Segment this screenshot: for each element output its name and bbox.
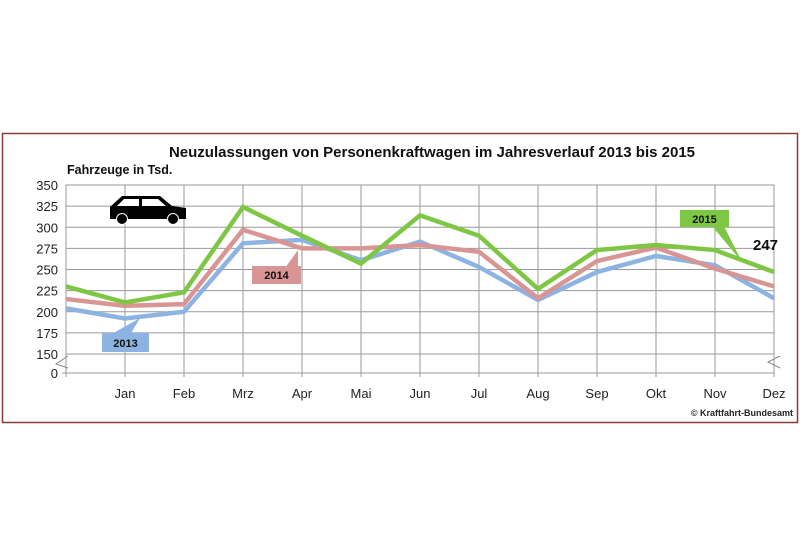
label-2015-box xyxy=(680,210,729,227)
x-tick-label: Okt xyxy=(646,386,667,401)
label-2014: 2014 xyxy=(264,270,289,282)
y-tick-label: 225 xyxy=(36,284,58,299)
axis-break-right xyxy=(766,355,781,369)
label-2015: 2015 xyxy=(692,214,716,226)
x-tick-label: Jun xyxy=(410,386,431,401)
axis-break-left xyxy=(54,355,69,369)
y-tick-label: 350 xyxy=(36,178,58,193)
label-2013: 2013 xyxy=(113,338,137,350)
x-tick-label: Apr xyxy=(292,386,313,401)
y-tick-label: 325 xyxy=(36,199,58,214)
tick-labels: 0 150 175 200 225 250 275 300 325 350 Jan Feb Mrz Apr… xyxy=(36,178,785,401)
series-2014 xyxy=(65,227,775,309)
series-2015 xyxy=(65,204,775,305)
series-2013 xyxy=(65,237,776,321)
x-tick-label: Mrz xyxy=(232,386,254,401)
chart-title: Neuzulassungen von Personenkraftwagen im… xyxy=(169,144,695,161)
label-2013-box xyxy=(102,333,149,352)
y-tick-label: 275 xyxy=(36,241,58,256)
y-tick-label: 0 xyxy=(51,366,58,381)
label-2015-pointer xyxy=(712,226,742,262)
x-tick-label: Feb xyxy=(173,386,195,401)
car-icon xyxy=(110,196,186,225)
last-value-annotation: 247 xyxy=(753,237,778,254)
label-2014-pointer xyxy=(285,250,298,268)
source-credit: © Kraftfahrt-Bundesamt xyxy=(691,408,793,418)
x-tick-label: Jul xyxy=(471,386,488,401)
y-tick-label: 175 xyxy=(36,326,58,341)
y-tick-label: 200 xyxy=(36,305,58,320)
x-tick-label: Aug xyxy=(526,386,549,401)
x-tick-label: Dez xyxy=(762,386,785,401)
x-tick-label: Sep xyxy=(585,386,608,401)
chart-frame xyxy=(1,132,799,424)
y-tick-label: 300 xyxy=(36,220,58,235)
y-tick-label: 250 xyxy=(36,263,58,278)
x-tick-label: Mai xyxy=(351,386,372,401)
y-tick-label: 150 xyxy=(36,347,58,362)
y-axis-label: Fahrzeuge in Tsd. xyxy=(67,163,172,177)
x-tick-label: Jan xyxy=(115,386,136,401)
label-2014-box xyxy=(252,266,301,284)
x-tick-label: Nov xyxy=(703,386,727,401)
label-2013-pointer xyxy=(110,318,140,335)
